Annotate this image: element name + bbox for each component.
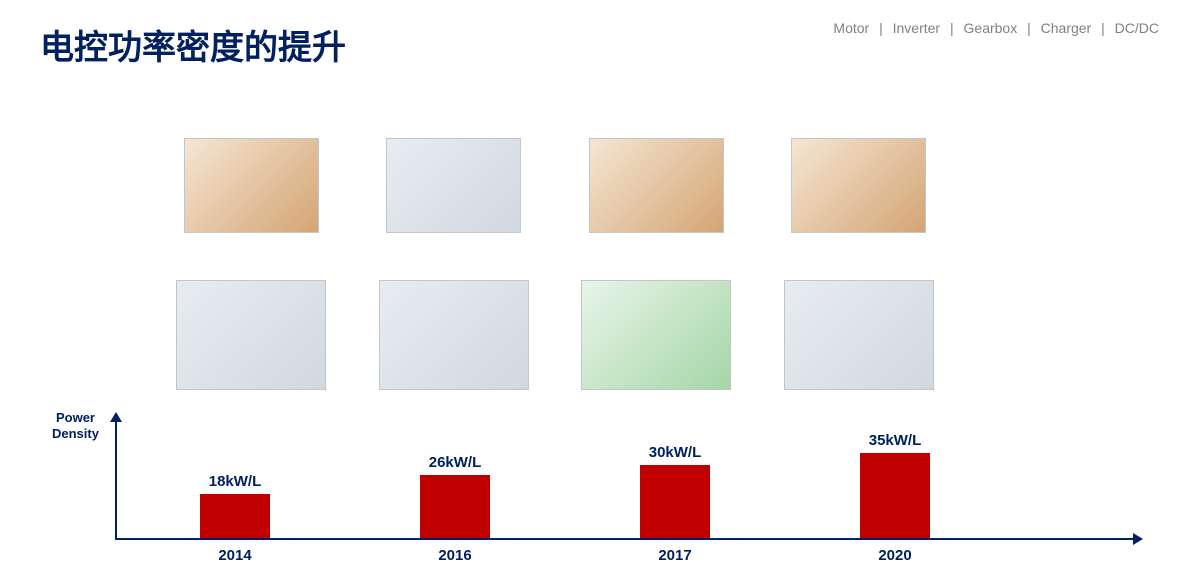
nav-sep: | xyxy=(1101,20,1105,36)
x-tick-label: 2017 xyxy=(615,547,735,564)
bar-value-label: 30kW/L xyxy=(615,444,735,461)
product-image xyxy=(589,138,724,233)
bar xyxy=(640,465,710,538)
bar xyxy=(420,475,490,538)
bar xyxy=(860,453,930,538)
x-tick-label: 2016 xyxy=(395,547,515,564)
y-axis xyxy=(115,420,117,540)
nav-item-dcdc: DC/DC xyxy=(1115,20,1159,36)
nav-sep: | xyxy=(1027,20,1031,36)
bar-value-label: 35kW/L xyxy=(835,432,955,449)
nav-item-gearbox: Gearbox xyxy=(964,20,1018,36)
nav-sep: | xyxy=(950,20,954,36)
product-image xyxy=(176,280,326,390)
x-tick-label: 2020 xyxy=(835,547,955,564)
product-image xyxy=(386,138,521,233)
product-image xyxy=(791,138,926,233)
product-image xyxy=(184,138,319,233)
x-tick-label: 2014 xyxy=(175,547,295,564)
nav-item-charger: Charger xyxy=(1041,20,1092,36)
nav-item-motor: Motor xyxy=(833,20,869,36)
product-image xyxy=(784,280,934,390)
breadcrumb: Motor | Inverter | Gearbox | Charger | D… xyxy=(833,20,1159,36)
y-axis-label: Power Density xyxy=(52,410,99,441)
bar-value-label: 18kW/L xyxy=(175,473,295,490)
x-axis xyxy=(115,538,1135,540)
bar-value-label: 26kW/L xyxy=(395,454,515,471)
product-image-grid xyxy=(170,130,940,400)
nav-item-inverter: Inverter xyxy=(893,20,940,36)
power-density-chart: Power Density 18kW/L201426kW/L201630kW/L… xyxy=(60,420,1150,560)
product-image xyxy=(581,280,731,390)
nav-sep: | xyxy=(879,20,883,36)
page-title: 电控功率密度的提升 xyxy=(40,20,346,69)
bar xyxy=(200,494,270,538)
product-image xyxy=(379,280,529,390)
